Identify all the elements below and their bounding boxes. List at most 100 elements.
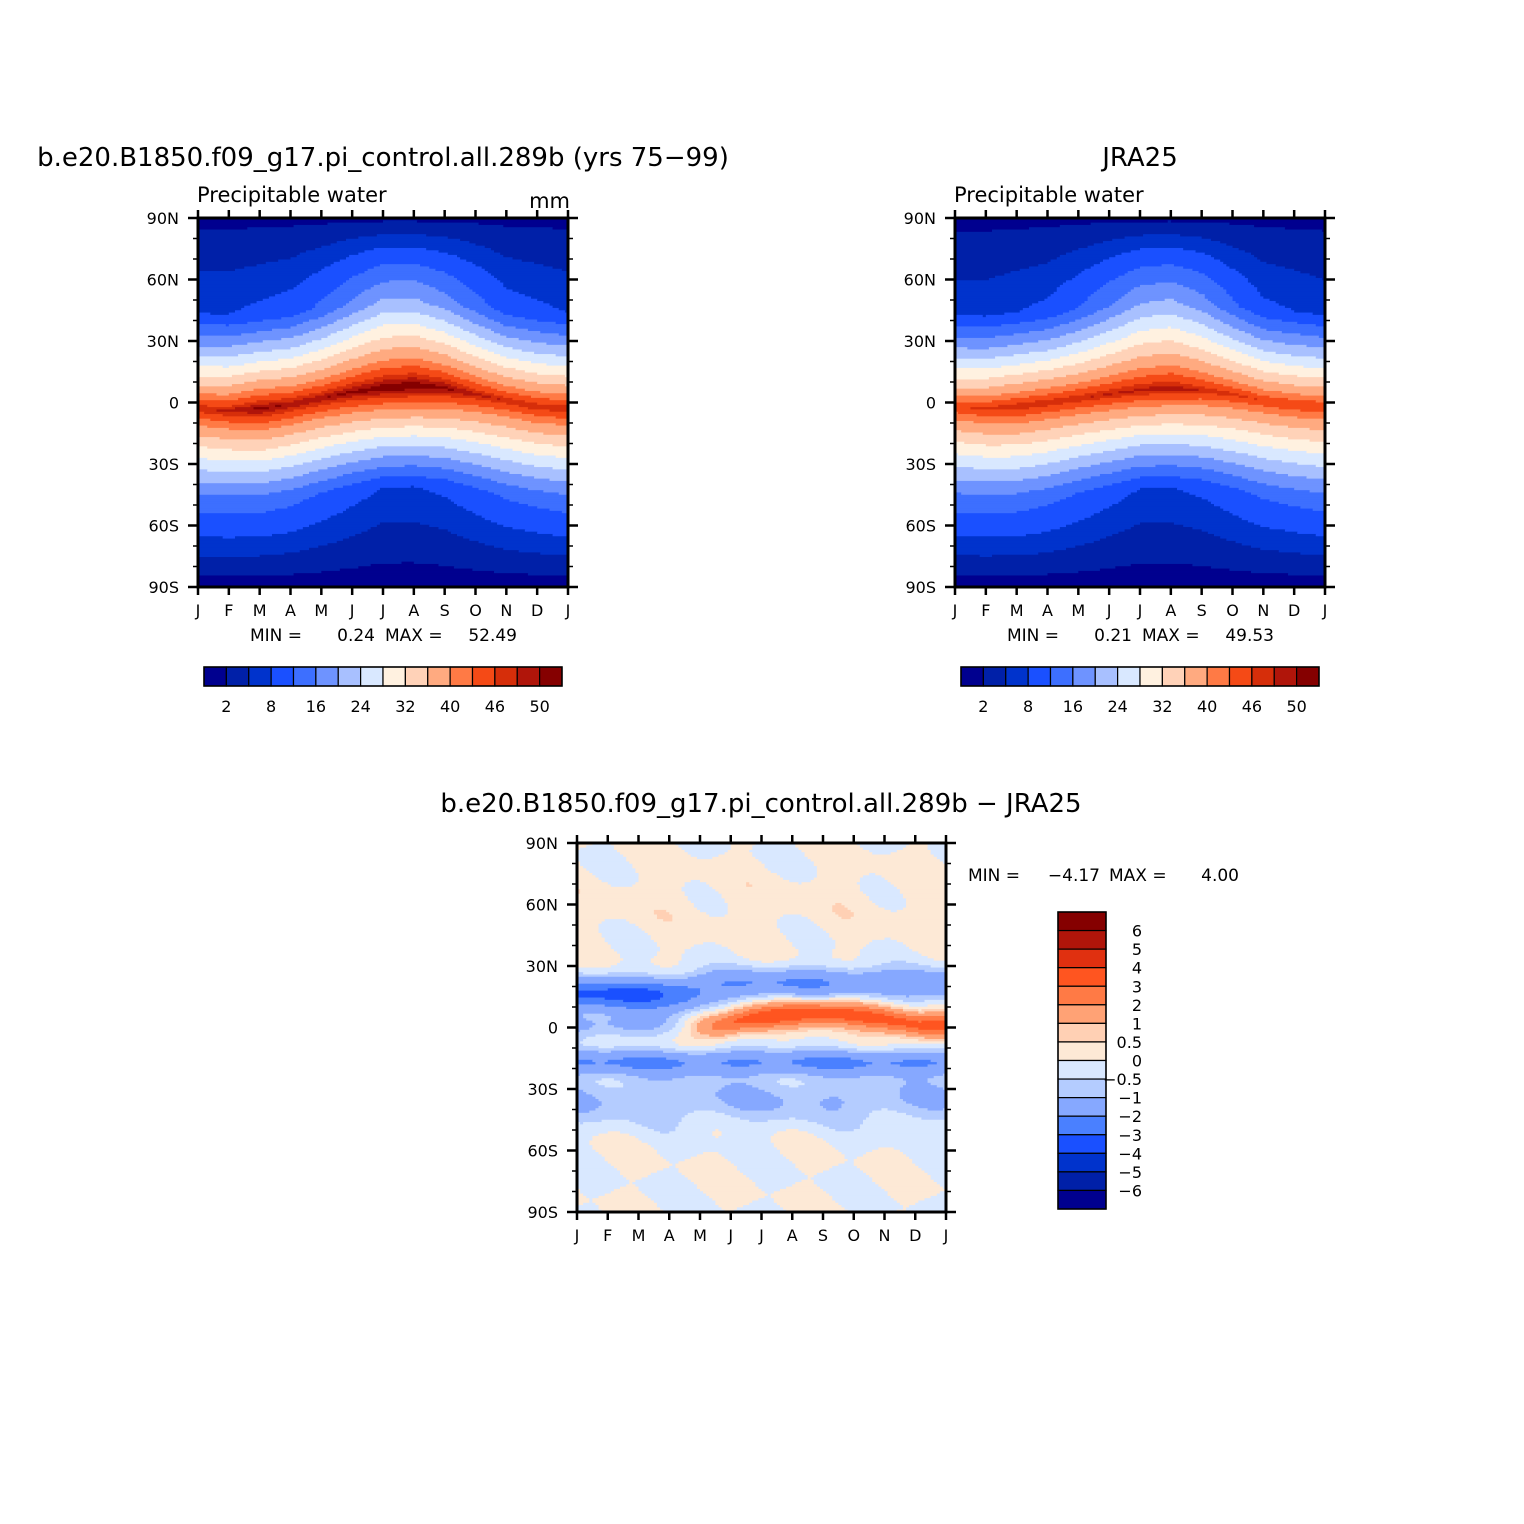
field-cell: [899, 1089, 946, 1093]
field-cell: [1099, 397, 1200, 401]
field-cell: [700, 879, 790, 883]
field-cell: [287, 531, 363, 535]
field-cell: [327, 478, 372, 482]
field-cell: [503, 374, 566, 378]
field-cell: [779, 875, 818, 879]
field-cell: [786, 979, 824, 982]
field-cell: [198, 363, 245, 367]
field-cell: [515, 367, 568, 371]
field-cell: [352, 335, 393, 339]
field-cell: [577, 859, 627, 863]
field-cell: [207, 446, 279, 450]
field-cell: [327, 517, 486, 521]
field-cell: [453, 501, 520, 505]
field-cell: [816, 866, 946, 869]
field-cell: [293, 287, 338, 291]
field-cell: [829, 1193, 889, 1197]
field-cell: [296, 529, 369, 533]
field-cell: [1019, 363, 1076, 367]
field-cell: [447, 478, 492, 482]
field-cell: [918, 1009, 923, 1012]
field-cell: [466, 284, 504, 288]
field-cell: [577, 992, 664, 996]
model-field: [198, 218, 568, 587]
field-cell: [739, 1108, 775, 1112]
field-cell: [758, 1186, 787, 1190]
field-cell: [577, 896, 689, 899]
field-cell: [423, 487, 480, 491]
field-cell: [752, 1004, 784, 1008]
colorbar-swatch: [471, 666, 496, 687]
field-cell: [955, 554, 981, 558]
field-cell: [460, 303, 489, 307]
field-cell: [1214, 280, 1249, 284]
field-cell: [656, 916, 673, 920]
field-cell: [767, 868, 818, 872]
field-cell: [198, 397, 239, 401]
field-cell: [613, 949, 661, 952]
field-cell: [684, 1025, 692, 1029]
field-cell: [1284, 227, 1325, 231]
colorbar-label: 24: [1107, 697, 1127, 716]
field-cell: [752, 1200, 775, 1204]
field-cell: [361, 384, 381, 387]
field-cell: [262, 340, 313, 344]
field-cell: [247, 227, 554, 231]
field-cell: [601, 879, 640, 883]
field-cell: [1257, 257, 1325, 261]
field-cell: [1238, 395, 1249, 399]
field-cell: [832, 1145, 946, 1149]
field-cell: [881, 992, 946, 996]
field-cell: [336, 307, 366, 311]
field-cell: [1029, 395, 1070, 399]
field-cell: [577, 1045, 600, 1049]
field-cell: [1029, 266, 1092, 270]
field-cell: [346, 370, 372, 374]
field-cell: [813, 1179, 873, 1183]
field-cell: [420, 335, 455, 339]
field-cell: [577, 1149, 597, 1153]
field-cell: [1084, 490, 1138, 494]
field-cell: [580, 1188, 615, 1192]
field-cell: [955, 296, 1049, 300]
field-cell: [1093, 513, 1234, 517]
field-cell: [444, 342, 470, 346]
field-cell: [1090, 379, 1123, 383]
field-cell: [743, 1006, 763, 1010]
field-cell: [457, 301, 486, 304]
field-cell: [841, 1205, 904, 1208]
field-cell: [727, 1059, 760, 1063]
field-cell: [272, 414, 304, 417]
field-cell: [973, 420, 1030, 424]
field-cell: [469, 363, 498, 367]
field-cell: [469, 372, 498, 376]
field-cell: [795, 946, 836, 950]
field-cell: [1050, 259, 1104, 263]
field-cell: [577, 1140, 590, 1144]
field-cell: [816, 1066, 855, 1070]
field-cell: [866, 1172, 929, 1176]
field-cell: [321, 326, 350, 330]
field-cell: [761, 1188, 781, 1192]
field-cell: [315, 494, 372, 498]
field-cell: [629, 921, 778, 925]
field-cell: [1047, 462, 1101, 466]
field-cell: [429, 490, 489, 494]
field-cell: [309, 483, 353, 487]
field-cell: [198, 273, 313, 277]
field-cell: [503, 384, 566, 387]
field-cell: [1235, 450, 1308, 454]
field-cell: [1066, 524, 1135, 528]
field-cell: [1140, 444, 1190, 447]
field-cell: [749, 1009, 772, 1012]
field-cell: [853, 1158, 913, 1162]
field-cell: [484, 337, 520, 341]
x-tick-label: A: [1042, 601, 1053, 620]
field-cell: [1140, 487, 1178, 491]
field-cell: [887, 1027, 919, 1031]
field-cell: [527, 573, 568, 577]
field-cell: [198, 582, 568, 586]
field-cell: [1254, 324, 1317, 327]
field-cell: [1090, 266, 1141, 270]
field-cell: [647, 1195, 710, 1199]
